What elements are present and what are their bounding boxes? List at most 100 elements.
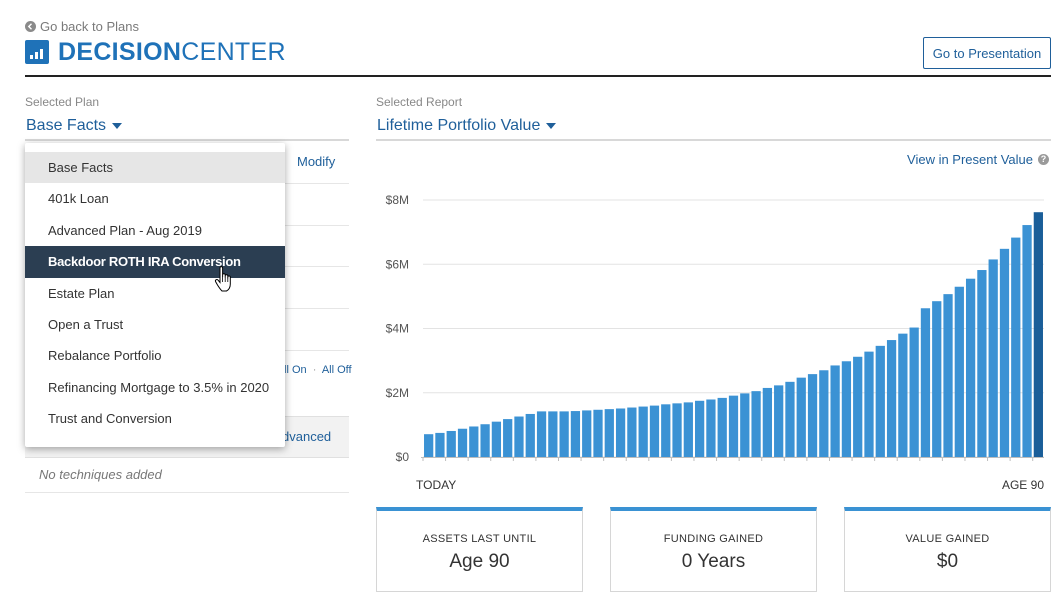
chart-bar <box>548 411 558 457</box>
plan-option-rebalance-portfolio[interactable]: Rebalance Portfolio <box>48 348 162 364</box>
plan-divider <box>25 139 349 141</box>
brand-title: DECISIONCENTER <box>58 38 286 66</box>
plan-dropdown-menu: Base Facts 401k Loan Advanced Plan - Aug… <box>25 143 285 447</box>
advanced-link[interactable]: dvanced <box>282 429 332 444</box>
view-present-value-link[interactable]: View in Present Value ? <box>907 152 1049 167</box>
y-tick-label: $0 <box>396 450 410 464</box>
chart-bar <box>503 419 513 457</box>
stat-value: $0 <box>936 551 959 572</box>
brand: DECISIONCENTER <box>25 38 286 66</box>
chart-bar <box>751 391 761 457</box>
chart-bar <box>593 409 603 457</box>
arrow-left-icon <box>25 21 36 32</box>
chart-bar <box>717 397 727 457</box>
chart-bar <box>661 404 671 457</box>
chart-bar <box>954 286 964 457</box>
chart-bar <box>615 408 626 457</box>
x-start-label: TODAY <box>416 478 456 492</box>
y-tick-label: $6M <box>386 257 409 271</box>
chart-bar <box>491 421 502 457</box>
chart-bar <box>672 403 682 457</box>
caret-down-icon <box>112 123 123 129</box>
caret-down-icon <box>546 123 557 129</box>
y-tick-label: $4M <box>386 322 409 336</box>
chart-bar <box>469 426 479 457</box>
row-divider <box>25 492 349 493</box>
stat-value: 0 Years <box>681 551 746 572</box>
chart-bar <box>943 294 953 457</box>
stat-card-assets: ASSETS LAST UNTIL Age 90 <box>376 507 583 592</box>
chart-bar <box>965 278 976 457</box>
chart-bar <box>909 327 919 457</box>
chart-bar <box>785 381 795 457</box>
separator: · <box>312 364 317 376</box>
chart-bar <box>728 395 739 457</box>
chart-bar <box>819 370 829 457</box>
stat-label: FUNDING GAINED <box>663 533 764 545</box>
chart-bar <box>706 399 716 457</box>
modify-button[interactable]: Modify <box>297 154 336 169</box>
stat-card-funding: FUNDING GAINED 0 Years <box>610 507 817 592</box>
chart-bar <box>807 374 818 457</box>
chart-bar <box>999 248 1010 457</box>
chart-bar <box>898 333 908 457</box>
back-link-label: Go back to Plans <box>40 19 139 34</box>
back-to-plans-link[interactable]: Go back to Plans <box>25 19 139 34</box>
go-to-presentation-button[interactable]: Go to Presentation <box>923 37 1051 69</box>
chart-bar <box>627 407 637 457</box>
plan-select-value: Base Facts <box>26 117 107 134</box>
plan-select[interactable]: Base Facts <box>26 117 123 135</box>
plan-option-base-facts[interactable]: Base Facts <box>25 152 285 184</box>
y-tick-label: $8M <box>386 193 409 207</box>
plan-option-trust-conversion[interactable]: Trust and Conversion <box>48 411 172 427</box>
present-value-label: View in Present Value <box>907 152 1033 167</box>
chart-bar <box>536 411 547 457</box>
chart-bar <box>864 351 874 457</box>
chart-bar <box>774 385 784 457</box>
chart-bar <box>638 406 648 457</box>
chart-bar <box>920 308 931 457</box>
chart-bar <box>886 340 897 457</box>
all-on-off-toggles: ll On · All Off <box>284 364 352 376</box>
header-divider <box>25 75 1051 77</box>
help-icon[interactable]: ? <box>1038 154 1049 165</box>
plan-option-401k-loan[interactable]: 401k Loan <box>48 191 109 207</box>
x-end-label: AGE 90 <box>1002 478 1044 492</box>
chart-bar <box>988 259 998 457</box>
report-select-value: Lifetime Portfolio Value <box>377 117 541 134</box>
bar-chart-logo-icon <box>25 40 49 64</box>
y-tick-label: $2M <box>386 386 409 400</box>
all-on-link[interactable]: ll On <box>284 364 307 376</box>
plan-option-open-trust[interactable]: Open a Trust <box>48 316 124 332</box>
selected-report-label: Selected Report <box>376 95 463 109</box>
chart-bar <box>570 411 581 457</box>
hand-cursor-icon <box>214 266 231 292</box>
chart-bar <box>683 402 693 457</box>
all-off-link[interactable]: All Off <box>321 364 352 376</box>
chart-bar <box>604 409 614 457</box>
chart-bar <box>762 387 773 457</box>
report-select[interactable]: Lifetime Portfolio Value <box>377 117 557 135</box>
chart-bar <box>582 410 592 457</box>
chart-bar <box>932 301 942 457</box>
chart-bar <box>1011 237 1021 457</box>
plan-option-refinancing-mortgage[interactable]: Refinancing Mortgage to 3.5% in 2020 <box>48 379 270 395</box>
chart-bar <box>457 428 468 457</box>
stat-label: ASSETS LAST UNTIL <box>422 533 537 545</box>
stat-label: VALUE GAINED <box>905 533 990 545</box>
chart-bar <box>435 432 445 457</box>
stat-card-value: VALUE GAINED $0 <box>844 507 1051 592</box>
plan-option-backdoor-roth[interactable]: Backdoor ROTH IRA Conversion <box>25 246 285 278</box>
chart-bar <box>796 377 806 457</box>
chart-bar <box>841 361 852 457</box>
chart-bar <box>559 411 569 457</box>
chart-bar <box>514 416 524 457</box>
chart-bar <box>1033 212 1043 457</box>
report-divider <box>376 139 1051 141</box>
chart-bar <box>649 405 660 457</box>
lifetime-portfolio-chart: $0 $2M $4M $6M $8M TODAY AGE 90 <box>386 193 1045 492</box>
plan-option-estate-plan[interactable]: Estate Plan <box>48 285 115 301</box>
stat-value: Age 90 <box>449 551 510 572</box>
plan-option-advanced-plan[interactable]: Advanced Plan - Aug 2019 <box>48 222 202 238</box>
chart-bar <box>740 393 750 457</box>
